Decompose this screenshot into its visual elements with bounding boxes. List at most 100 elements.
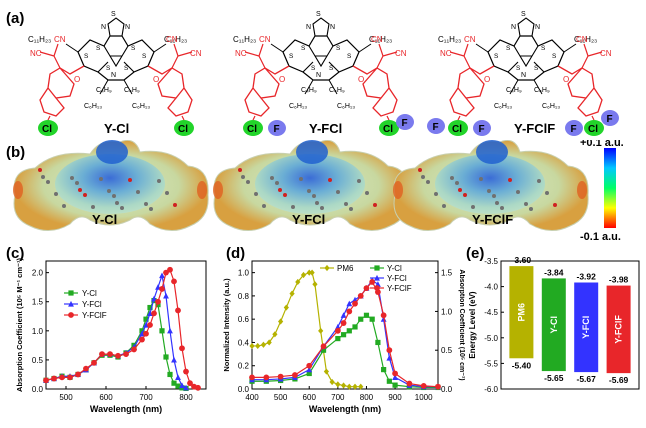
esp-atom — [500, 206, 504, 210]
data-point — [139, 336, 145, 343]
f-circle — [565, 120, 583, 136]
f-label: F — [607, 114, 613, 125]
data-point — [435, 383, 441, 390]
homo-label: -5.65 — [544, 373, 564, 383]
chain-c6-right: C₆H₁₃ — [542, 103, 560, 110]
data-point — [346, 308, 353, 315]
chain-c6-left: C₆H₁₃ — [84, 103, 102, 110]
end-group-left — [449, 65, 495, 117]
thiophene-s: S — [106, 65, 111, 72]
data-point — [334, 327, 341, 334]
y-tick-label: 1.0 — [32, 327, 44, 336]
panel-label-e: (e) — [466, 245, 485, 262]
f-label: F — [402, 118, 408, 129]
esp-atom — [70, 176, 74, 180]
legend-label: Y-Cl — [387, 264, 402, 273]
legend-marker — [374, 274, 380, 281]
esp-red-left — [13, 181, 23, 199]
end-group-right — [352, 65, 398, 117]
thiadiazole-n2: N — [125, 24, 130, 31]
chain-c11-left: C₁₁H₂₃ — [438, 35, 461, 44]
alkyl-bonds — [270, 43, 372, 95]
data-point — [420, 382, 427, 389]
y2-axis-label: Absorption Coefficient (10⁵ cm⁻¹) — [458, 269, 465, 380]
y2-tick-label: 1.5 — [441, 269, 453, 278]
data-point — [392, 382, 398, 388]
legend-marker — [374, 265, 380, 271]
x-tick-label: 900 — [388, 393, 402, 402]
thiophene-s: S — [96, 45, 101, 52]
esp-core-region — [435, 154, 545, 214]
data-point — [195, 384, 201, 391]
esp-atom — [312, 194, 316, 198]
esp-atom — [128, 178, 132, 182]
cl-circle-right — [174, 120, 194, 136]
data-point — [340, 382, 347, 389]
cn-right: CN — [395, 49, 407, 58]
chain-c11-right: C₁₁H₂₃ — [369, 35, 392, 44]
f-label: F — [274, 124, 280, 135]
f-circle — [601, 110, 619, 126]
o-right: O — [153, 75, 159, 84]
x-tick-label: 500 — [274, 393, 288, 402]
esp-atom — [426, 180, 430, 184]
x-tick-label: 700 — [139, 393, 153, 402]
esp-atom — [545, 191, 549, 195]
data-point — [147, 322, 153, 328]
data-point — [91, 359, 97, 366]
esp-atom — [418, 168, 422, 172]
nc-right: CN — [166, 35, 178, 44]
lumo-label: -3.60 — [512, 255, 532, 265]
data-point — [375, 339, 381, 346]
esp-atom — [241, 175, 245, 179]
esp-atom — [165, 191, 169, 195]
data-point — [43, 377, 49, 384]
f-label: F — [433, 122, 439, 133]
alkyl-bonds — [65, 43, 167, 95]
f-circle — [268, 120, 286, 136]
pyrrole-n: N — [521, 72, 526, 79]
esp-atom — [246, 180, 250, 184]
esp-atom — [46, 180, 50, 184]
esp-atom — [495, 201, 499, 205]
thiophene-s: S — [289, 53, 294, 60]
data-point — [358, 383, 364, 390]
f-circle — [427, 118, 445, 134]
chain-c6-left: C₆H₁₃ — [494, 103, 512, 110]
data-point — [309, 269, 315, 276]
data-point — [179, 345, 185, 352]
esp-atom — [41, 175, 45, 179]
bar-category-label: Y-Cl — [549, 316, 559, 334]
data-point — [306, 366, 313, 373]
esp-atom — [262, 204, 266, 208]
esp-red-left — [393, 181, 403, 199]
data-point — [283, 304, 289, 311]
data-point — [155, 298, 161, 305]
esp-atom — [291, 205, 295, 209]
esp-atom — [373, 203, 377, 207]
esp-atom — [91, 205, 95, 209]
series-line-Y-FCl — [45, 273, 187, 389]
esp-atom — [487, 189, 491, 193]
esp-atom — [254, 192, 258, 196]
thiadiazole-ring — [107, 17, 125, 37]
esp-atom — [275, 181, 279, 185]
thiophene-s: S — [124, 65, 129, 72]
legend-label: Y-FCl — [82, 300, 102, 309]
plot-frame — [500, 260, 640, 390]
y-axis-label: Absorption Coefficient (10⁵ M⁻¹ cm⁻¹) — [15, 258, 24, 392]
cl-bonds — [252, 115, 390, 121]
esp-atom — [442, 204, 446, 208]
esp-red-right — [577, 181, 587, 199]
esp-atom — [434, 192, 438, 196]
data-point — [163, 292, 169, 299]
data-point — [346, 328, 352, 334]
data-point — [278, 318, 284, 325]
data-point — [260, 341, 267, 348]
thiophene-s: S — [347, 53, 352, 60]
series-line-PM6 — [252, 272, 361, 388]
dicyano-right — [376, 43, 398, 69]
esp-atom — [365, 191, 369, 195]
data-point — [352, 324, 358, 330]
